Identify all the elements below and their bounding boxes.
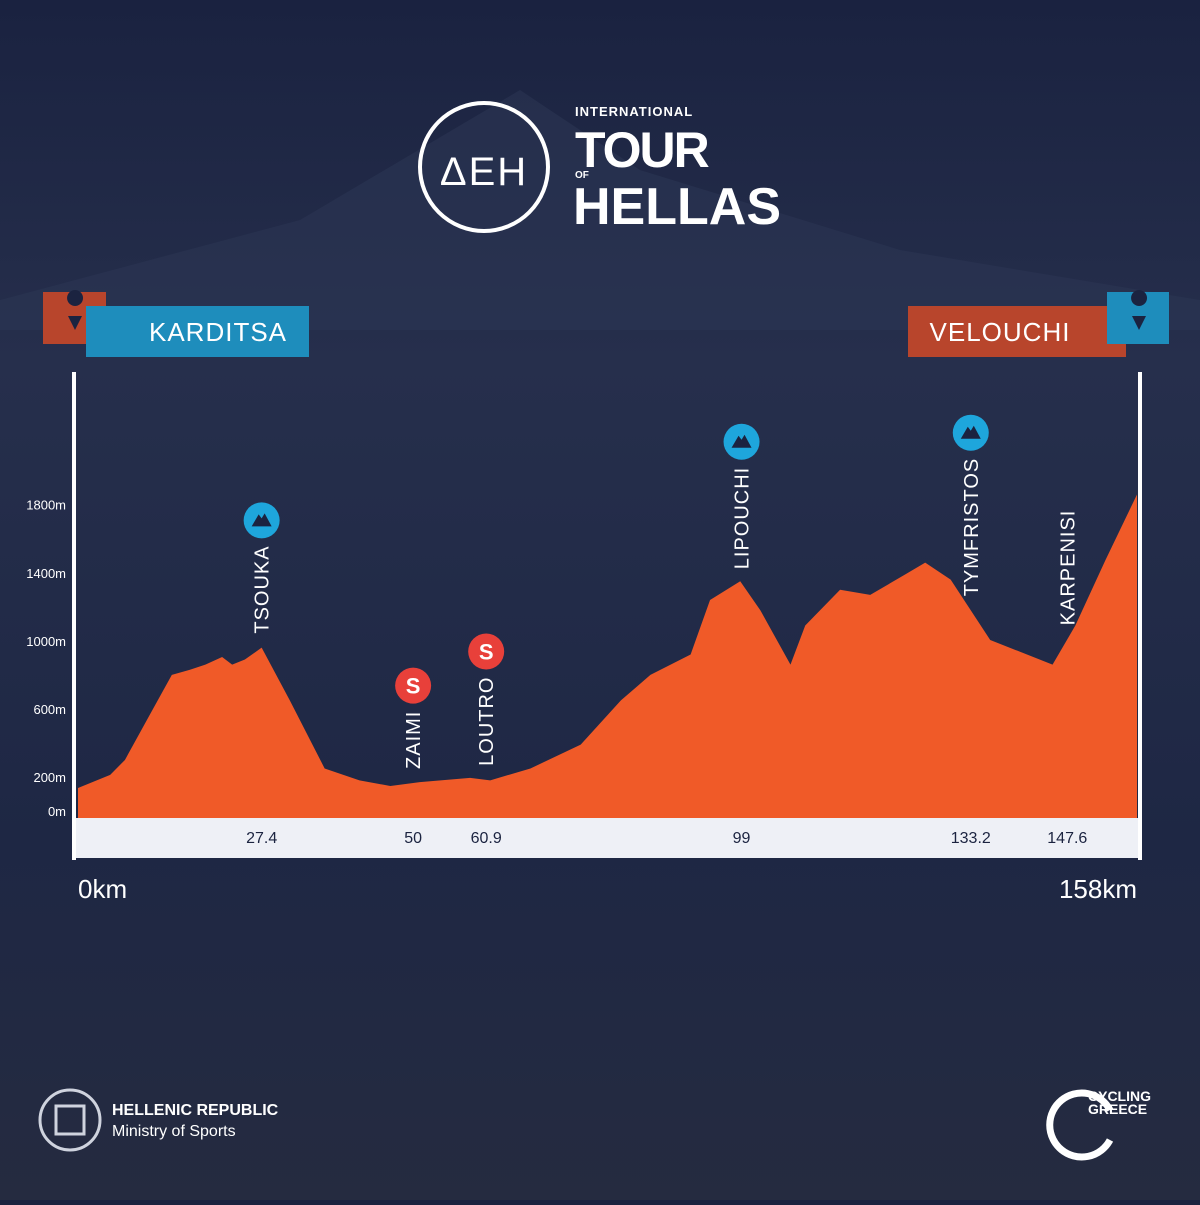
x-end-label: 158km (1059, 874, 1137, 904)
start-name: KARDITSA (149, 317, 287, 347)
x-tick-label: 50 (404, 830, 422, 847)
y-tick-label: 0m (48, 804, 66, 819)
point-name: TYMFRISTOS (961, 458, 983, 597)
point-name: ZAIMI (403, 711, 425, 769)
km-strip (75, 818, 1140, 858)
x-tick-label: 60.9 (471, 830, 502, 847)
cycling-logo (1046, 1089, 1114, 1161)
y-tick-label: 1000m (26, 634, 66, 649)
plot: 0m 200m 600m 1000m 1400m 1800m 0km 27.4 50 60.9 99… (26, 414, 1137, 904)
republic-name: HELLENIC REPUBLIC (112, 1102, 279, 1119)
x-tick-label: 133.2 (951, 830, 991, 847)
right-border (1138, 372, 1142, 860)
point-name: KARPENISI (1057, 510, 1079, 626)
emblem-cross (54, 1104, 86, 1136)
elevation-area (78, 494, 1137, 818)
finish-pin (1131, 290, 1148, 330)
y-tick-label: 1400m (26, 566, 66, 581)
cycling-word: CYCLING (1088, 1088, 1151, 1104)
x-tick-label: 99 (733, 830, 751, 847)
point-name: LIPOUCHI (732, 467, 754, 569)
point-name: LOUTRO (476, 677, 498, 766)
sponsor-circle (418, 101, 550, 233)
republic-emblem (38, 1088, 102, 1152)
start-pin (67, 290, 84, 330)
mountain-icon (960, 425, 981, 439)
mountain-icon (251, 513, 272, 527)
brand-of: OF (575, 170, 589, 181)
y-tick-label: 1800m (26, 498, 66, 513)
y-tick-label: 200m (33, 770, 66, 785)
sprint-icon: S (406, 674, 421, 699)
sponsor-logo: ΔEH (440, 150, 528, 194)
greece-word: GREECE (1088, 1101, 1147, 1117)
mountain-icon (731, 434, 752, 448)
left-border (72, 372, 76, 860)
finish-box (908, 306, 1126, 357)
point-name: TSOUKA (252, 545, 274, 633)
ministry-name: Ministry of Sports (112, 1123, 236, 1140)
mountain-backdrop (0, 90, 1200, 330)
start-box (86, 306, 309, 357)
x-end-label: 0km (78, 874, 127, 904)
sprint-icon: S (479, 640, 494, 665)
x-tick-label: 27.4 (246, 830, 277, 847)
y-tick-label: 600m (33, 702, 66, 717)
brand-hellas: HELLAS (573, 178, 781, 236)
point-icon (468, 633, 505, 670)
x-tick-label: 147.6 (1047, 830, 1087, 847)
point-icon (395, 667, 432, 704)
finish-name: VELOUCHI (930, 317, 1071, 347)
brand-international: INTERNATIONAL (575, 104, 693, 119)
brand-tour: TOUR (575, 122, 710, 178)
